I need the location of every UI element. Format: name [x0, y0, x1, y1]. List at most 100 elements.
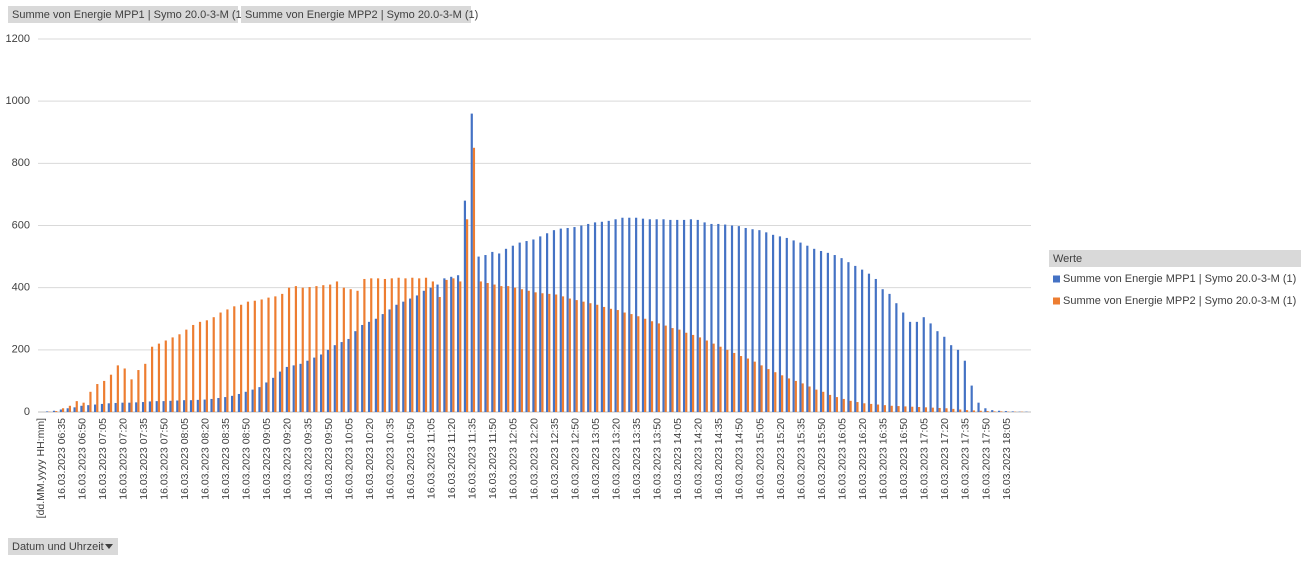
x-tick-label: 16.03.2023 08:20 [200, 418, 212, 500]
bar [575, 300, 578, 412]
bar [272, 377, 275, 412]
bar [676, 219, 679, 412]
x-tick-label: 16.03.2023 08:35 [220, 418, 232, 500]
axis-button-label: Datum und Uhrzeit [12, 541, 104, 553]
x-tick-label: 16.03.2023 11:35 [467, 418, 479, 499]
bar [203, 399, 206, 412]
bar [456, 275, 460, 412]
bar [792, 240, 795, 412]
bar [383, 278, 387, 412]
bar [915, 321, 919, 412]
bar [822, 391, 825, 412]
bar [888, 293, 891, 412]
bar [246, 301, 250, 412]
bar [459, 281, 462, 412]
bar [815, 389, 818, 412]
bar [959, 409, 962, 412]
bar [828, 394, 832, 412]
bar [963, 360, 966, 412]
bar [281, 293, 284, 412]
bar [164, 340, 167, 412]
bar [395, 304, 398, 412]
bar [347, 338, 350, 412]
bar [479, 281, 482, 412]
x-tick-label: 16.03.2023 14:35 [713, 418, 725, 500]
bar [326, 349, 330, 412]
bar [760, 365, 763, 412]
x-tick-label: 16.03.2023 12:35 [549, 418, 561, 500]
field-button[interactable] [241, 6, 471, 23]
legend-title: Werte [1053, 253, 1082, 265]
bar [819, 250, 823, 412]
bar [301, 287, 304, 412]
bar [504, 248, 508, 412]
axis-button[interactable] [8, 538, 118, 555]
bar [979, 410, 982, 412]
bar [840, 258, 843, 412]
x-tick-label: 16.03.2023 07:20 [117, 418, 129, 500]
bar [541, 293, 544, 412]
bar [189, 400, 193, 412]
bar [997, 410, 1001, 412]
x-tick-label: 16.03.2023 16:35 [878, 418, 890, 500]
bar [986, 411, 989, 412]
bar [89, 391, 92, 412]
legend-swatch [1053, 275, 1060, 283]
x-tick-label: 16.03.2023 17:20 [939, 418, 951, 500]
bar [513, 287, 517, 412]
x-tick-label: 16.03.2023 15:20 [775, 418, 787, 500]
bar [765, 232, 768, 412]
x-tick-label: 16.03.2023 13:50 [652, 418, 664, 500]
bar [669, 219, 672, 412]
x-tick-label: 16.03.2023 17:50 [980, 418, 992, 500]
bar [141, 402, 145, 412]
bar [253, 300, 256, 412]
bar [424, 277, 428, 412]
dropdown-arrow [105, 544, 113, 549]
bar [171, 337, 174, 412]
bar [144, 363, 147, 412]
field-button[interactable] [8, 6, 238, 23]
bar [137, 370, 140, 412]
bar [237, 393, 241, 412]
bar [436, 284, 439, 412]
bar [911, 406, 914, 412]
bar [155, 401, 158, 412]
y-tick-label: 800 [12, 157, 30, 169]
bar [452, 278, 455, 412]
bar [150, 346, 154, 412]
bar [230, 395, 234, 412]
x-tick-label: 16.03.2023 09:35 [302, 418, 314, 500]
x-tick-label: 16.03.2023 15:50 [816, 418, 828, 500]
bar [771, 234, 775, 412]
bar [794, 380, 797, 412]
bar [320, 354, 323, 412]
x-tick-label: 16.03.2023 14:20 [693, 418, 705, 500]
bar [342, 287, 345, 412]
bar [349, 289, 352, 412]
bar [251, 389, 254, 412]
bar [486, 283, 489, 412]
bar [614, 219, 617, 412]
x-tick-label: 16.03.2023 12:05 [508, 418, 520, 500]
bar [183, 400, 186, 412]
bar [929, 323, 932, 412]
bar [205, 320, 208, 412]
bar [128, 402, 131, 412]
bar [655, 219, 658, 412]
bar [226, 309, 229, 412]
bar [46, 411, 49, 412]
bar [833, 255, 836, 412]
bar [637, 316, 640, 412]
bar [294, 286, 298, 412]
bar [429, 287, 432, 412]
bar [863, 403, 866, 412]
bar [922, 317, 925, 412]
bar [733, 352, 736, 412]
bar [621, 217, 624, 412]
bar [956, 349, 960, 412]
bar [114, 402, 117, 412]
bar [217, 398, 220, 412]
bar [698, 337, 702, 412]
bar [94, 404, 97, 412]
